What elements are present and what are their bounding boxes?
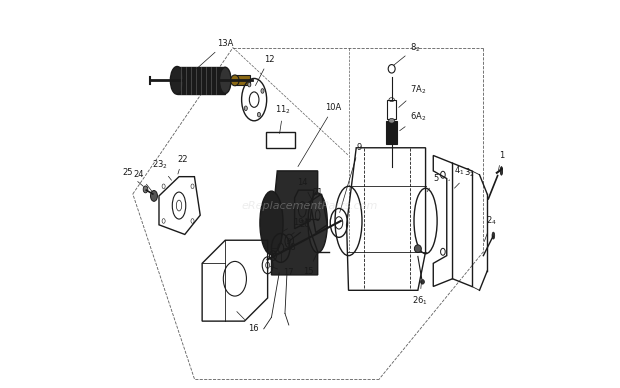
Text: 2$_4$: 2$_4$ — [484, 215, 497, 241]
Polygon shape — [235, 75, 250, 85]
Ellipse shape — [151, 191, 157, 201]
Text: 26$_1$: 26$_1$ — [412, 282, 428, 307]
Ellipse shape — [260, 191, 283, 255]
Text: 24: 24 — [134, 170, 153, 192]
Text: 12: 12 — [255, 55, 274, 86]
Polygon shape — [272, 171, 317, 275]
Text: 5: 5 — [427, 174, 438, 192]
Text: 7A$_2$: 7A$_2$ — [399, 84, 427, 107]
Polygon shape — [386, 121, 397, 144]
Ellipse shape — [170, 66, 184, 94]
Ellipse shape — [143, 186, 148, 193]
Text: 23$_2$: 23$_2$ — [151, 159, 172, 180]
Text: 13A: 13A — [197, 39, 234, 69]
Ellipse shape — [219, 67, 231, 94]
Text: 21: 21 — [304, 187, 322, 207]
Ellipse shape — [257, 112, 260, 117]
Ellipse shape — [492, 232, 495, 239]
Text: 16: 16 — [237, 312, 259, 333]
Text: 25: 25 — [122, 168, 143, 186]
Ellipse shape — [231, 75, 239, 86]
Text: 19: 19 — [283, 218, 303, 231]
Text: 11$_2$: 11$_2$ — [275, 103, 291, 133]
Text: 10A: 10A — [298, 103, 342, 166]
Text: 22: 22 — [177, 155, 188, 174]
Ellipse shape — [308, 193, 327, 253]
Ellipse shape — [248, 82, 251, 87]
Ellipse shape — [261, 88, 264, 93]
Text: 6A$_2$: 6A$_2$ — [400, 111, 427, 131]
Text: 15: 15 — [303, 254, 317, 275]
Text: 8$_2$: 8$_2$ — [394, 42, 421, 65]
Ellipse shape — [414, 245, 422, 253]
Text: 14: 14 — [298, 178, 312, 201]
Text: 20: 20 — [291, 220, 310, 235]
Ellipse shape — [244, 106, 247, 111]
Text: eReplacementParts.com: eReplacementParts.com — [242, 201, 378, 211]
Ellipse shape — [500, 167, 503, 175]
Text: 9: 9 — [340, 143, 361, 213]
Ellipse shape — [389, 118, 395, 123]
Text: 18: 18 — [275, 243, 296, 255]
Ellipse shape — [420, 279, 425, 284]
Text: 3$_2$: 3$_2$ — [454, 166, 475, 188]
Text: 1: 1 — [498, 151, 504, 170]
Polygon shape — [177, 67, 225, 94]
Text: 17: 17 — [270, 266, 294, 277]
Text: 4$_1$: 4$_1$ — [449, 165, 465, 180]
